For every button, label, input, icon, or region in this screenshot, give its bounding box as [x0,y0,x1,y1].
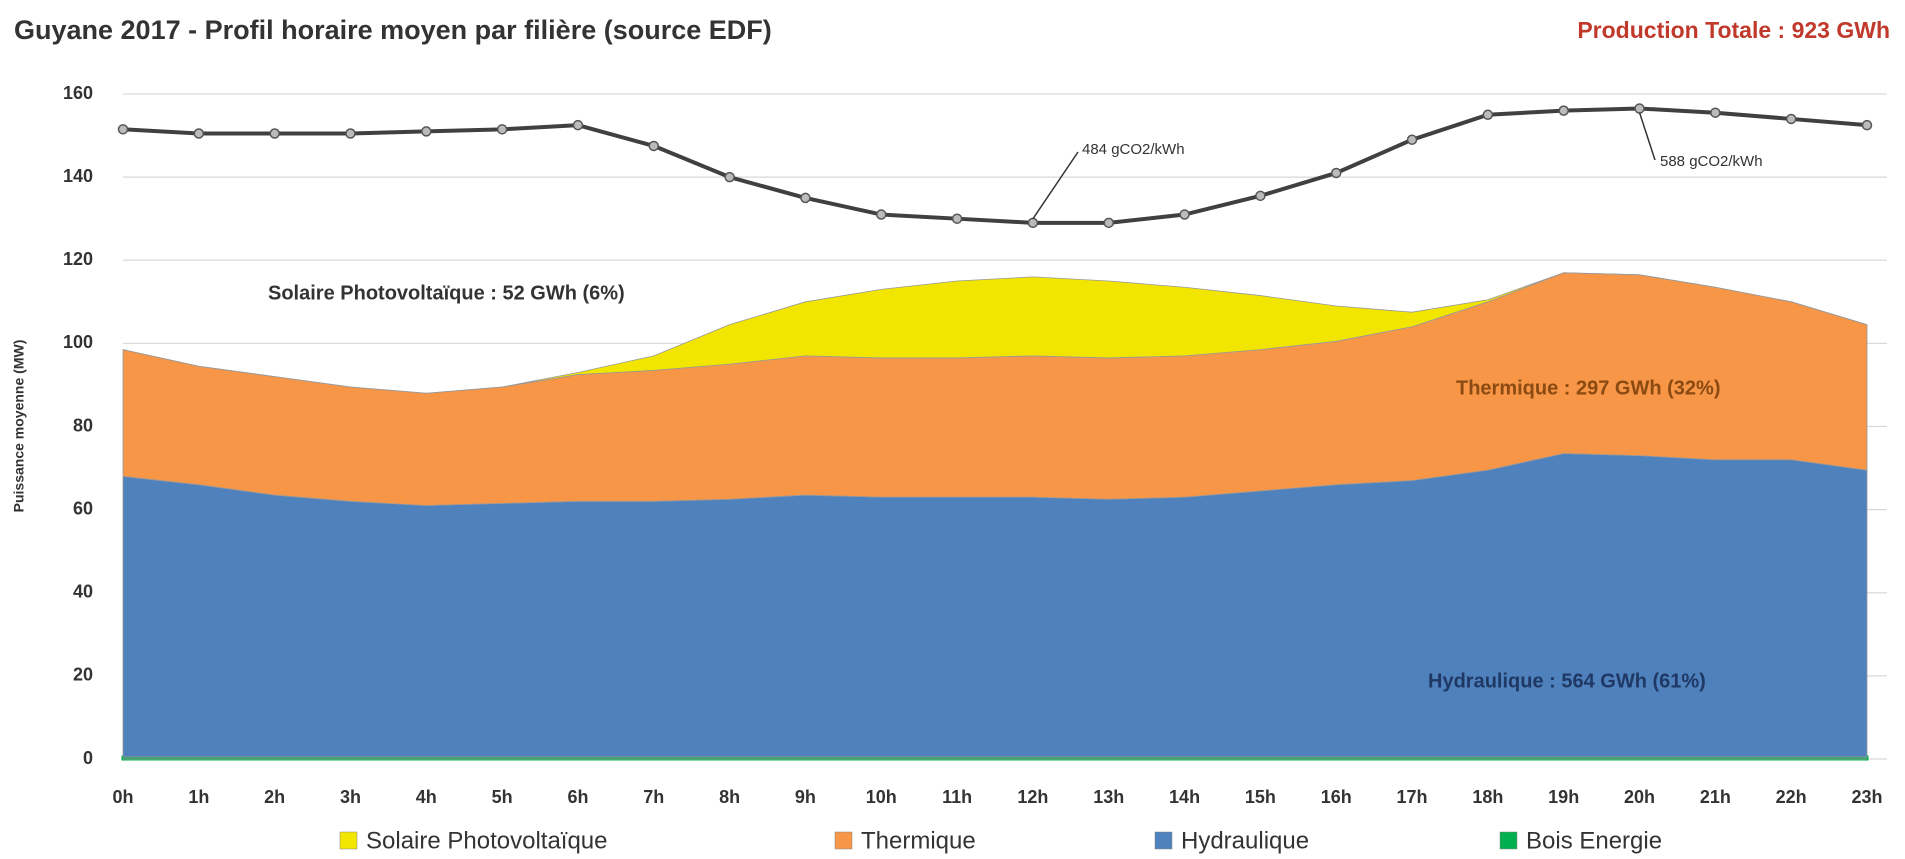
y-tick-label: 0 [83,748,93,768]
marker [1558,105,1569,116]
x-tick-label: 20h [1624,787,1655,807]
x-tick-label: 1h [188,787,209,807]
marker [1103,217,1114,229]
x-tick-label: 8h [719,787,740,807]
marker [1027,217,1039,229]
y-tick-label: 40 [73,582,93,602]
annotation: 588 gCO2/kWh [1660,153,1763,170]
marker [421,126,432,137]
legend-label: Bois Energie [1526,827,1662,854]
x-tick-label: 14h [1169,787,1200,807]
area-label: Thermique : 297 GWh (32%) [1456,377,1721,399]
leader-line [1032,151,1079,220]
x-tick-label: 18h [1472,787,1503,807]
marker [117,124,129,135]
marker [876,209,887,220]
x-tick-label: 6h [567,787,588,807]
x-tick-label: 15h [1245,787,1276,807]
x-tick-label: 10h [866,787,897,807]
x-tick-label: 17h [1397,787,1428,807]
marker [1330,167,1342,179]
y-tick-label: 80 [73,415,93,435]
x-tick-label: 22h [1776,787,1807,807]
marker [724,171,735,183]
marker [1785,113,1797,125]
x-tick-label: 12h [1017,787,1048,807]
y-tick-label: 140 [63,166,93,186]
legend-swatch [834,831,853,850]
x-tick-label: 11h [942,787,972,807]
y-tick-label: 60 [73,498,93,518]
y-tick-label: 120 [63,249,93,269]
marker [496,124,508,135]
marker [648,140,660,152]
y-tick-label: 20 [73,665,93,685]
x-tick-label: 2h [264,787,285,807]
line [122,106,1868,225]
marker [1179,209,1190,220]
y-tick-label: 100 [63,332,93,352]
legend-swatch [339,831,358,850]
marker [951,213,963,224]
marker [1861,119,1873,131]
x-tick-label: 9h [795,787,816,807]
marker [345,128,356,139]
legend-swatch [1499,831,1518,850]
legend-label: Solaire Photovoltaïque [366,827,608,854]
x-tick-label: 13h [1093,787,1124,807]
area-label: Hydraulique : 564 GWh (61%) [1428,670,1706,692]
x-tick-label: 7h [643,787,664,807]
x-tick-label: 0h [112,787,133,807]
marker [193,128,205,139]
legend-label: Hydraulique [1181,827,1309,854]
x-tick-label: 21h [1700,787,1731,807]
x-tick-label: 3h [340,787,361,807]
marker [800,192,811,204]
area-label: Solaire Photovoltaïque : 52 GWh (6%) [268,282,625,304]
marker [1406,134,1418,145]
annotation: 484 gCO2/kWh [1082,141,1185,158]
x-tick-label: 4h [416,787,437,807]
legend-swatch [1154,831,1173,850]
legend-label: Thermique [861,827,976,854]
marker [1710,107,1721,118]
marker [572,119,584,131]
marker [269,128,280,139]
marker [1482,109,1494,121]
marker [1255,190,1266,202]
chart-subtitle: Production Totale : 923 GWh [1577,17,1890,43]
x-tick-label: 5h [492,787,513,807]
x-tick-label: 16h [1321,787,1352,807]
leader-line [1638,112,1656,161]
x-tick-label: 23h [1851,787,1882,807]
y-tick-label: 160 [63,83,93,103]
x-tick-label: 19h [1548,787,1579,807]
marker [1634,103,1645,114]
y-axis-label: Puissance moyenne (MW) [11,340,27,513]
chart-title: Guyane 2017 - Profil horaire moyen par f… [14,15,772,45]
